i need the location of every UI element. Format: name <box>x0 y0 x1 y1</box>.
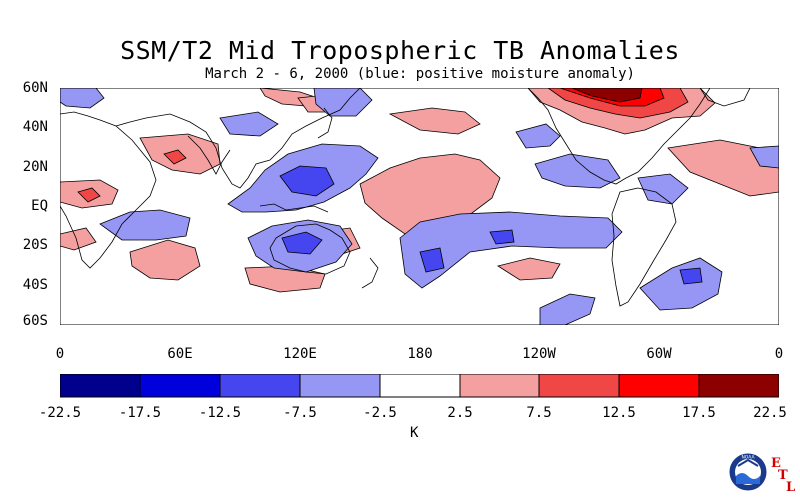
north-atlantic-negative-region <box>515 123 561 149</box>
lat-tick-label: 40N <box>22 119 48 135</box>
anomaly-map <box>60 88 779 325</box>
atlantic-positive-region <box>667 139 779 197</box>
lon-tick-label: 60E <box>167 346 193 362</box>
pacific-itcz-negative-region <box>399 211 623 289</box>
europe-negative-region <box>60 88 105 109</box>
indian-ocean-positive-region <box>129 239 201 281</box>
west-africa-red-core <box>77 187 101 203</box>
south-pacific-negative-core <box>419 247 445 273</box>
colorbar-tick-label: 7.5 <box>526 405 552 421</box>
indian-ocean-negative-region <box>99 209 191 241</box>
west-pacific-negative-core <box>279 165 335 197</box>
colorbar-tick-label: 22.5 <box>753 405 787 421</box>
south-pacific-negative-core-2 <box>489 229 515 245</box>
africa-coastline <box>60 111 157 269</box>
south-pacific-positive-region <box>496 257 561 281</box>
colorbar-swatch <box>60 374 141 398</box>
north-america-coastline <box>527 88 711 185</box>
lon-tick-label: 120E <box>283 346 317 362</box>
lat-tick-label: 40S <box>22 277 48 293</box>
lon-tick-label: 60W <box>646 346 672 362</box>
colorbar-swatch <box>299 374 381 398</box>
noaa-logo-text: NOAA <box>741 455 755 461</box>
colorbar-swatch <box>618 374 700 398</box>
map-title: SSM/T2 Mid Tropospheric TB Anomalies <box>120 36 680 65</box>
arabia-red-core <box>163 149 187 165</box>
lat-tick-label: 60N <box>22 80 48 96</box>
japan-coastline <box>317 107 333 139</box>
colorbar-swatch <box>459 374 540 398</box>
lat-tick-label: 60S <box>22 313 48 329</box>
noaa-logo: NOAA <box>728 452 768 492</box>
lat-tick-label: EQ <box>31 198 48 214</box>
colorbar <box>60 374 779 398</box>
south-america-coastline <box>611 187 677 307</box>
india-coastline <box>187 135 231 175</box>
southern-ocean-negative-region <box>539 293 596 325</box>
colorbar-tick-label: 17.5 <box>682 405 716 421</box>
tropical-atlantic-negative-region <box>637 173 689 205</box>
north-pacific-positive-region <box>388 107 481 135</box>
eurasia-coastline <box>115 88 361 189</box>
colorbar-tick-label: 2.5 <box>447 405 473 421</box>
colorbar-tick-label: -17.5 <box>118 405 162 421</box>
red-core-level-3 <box>571 88 643 103</box>
new-zealand-coastline <box>361 257 379 289</box>
positive-anomaly-regions <box>60 88 779 293</box>
colorbar-tick-label: 12.5 <box>602 405 636 421</box>
colorbar-swatch <box>538 374 620 398</box>
australia-negative-core <box>281 231 323 255</box>
north-america-negative-region <box>534 153 621 189</box>
north-asia-negative-region-2 <box>313 88 373 117</box>
north-asia-negative-region <box>219 111 279 137</box>
colorbar-tick-label: -12.5 <box>198 405 242 421</box>
lon-tick-label: 0 <box>774 346 784 362</box>
lon-tick-label: 0 <box>55 346 65 362</box>
etl-letter-e: E <box>771 456 781 471</box>
australia-coastline <box>269 223 351 275</box>
colorbar-swatch <box>379 374 461 398</box>
lon-tick-label: 120W <box>522 346 556 362</box>
lat-tick-label: 20S <box>22 237 48 253</box>
colorbar-tick-label: -7.5 <box>283 405 317 421</box>
lon-tick-label: 180 <box>407 346 433 362</box>
coastlines <box>60 88 751 307</box>
colorbar-swatch <box>139 374 221 398</box>
etl-letter-t: T <box>778 468 788 483</box>
map-subtitle: March 2 - 6, 2000 (blue: positive moistu… <box>205 66 635 82</box>
south-atlantic-positive-region <box>60 227 97 251</box>
lat-tick-label: 20N <box>22 159 48 175</box>
etl-letter-l: L <box>786 480 796 495</box>
south-atlantic-negative-core <box>679 267 703 285</box>
east-atlantic-negative-region <box>749 145 779 169</box>
maritime-continent-coastline <box>259 203 329 213</box>
colorbar-unit: K <box>410 425 419 441</box>
south-america-negative-region <box>639 257 723 311</box>
colorbar-tick-label: -22.5 <box>38 405 82 421</box>
greenland-coastline <box>699 88 751 107</box>
colorbar-tick-label: -2.5 <box>363 405 397 421</box>
negative-anomaly-regions <box>60 88 779 325</box>
colorbar-swatch <box>698 374 779 398</box>
colorbar-swatch <box>219 374 301 398</box>
